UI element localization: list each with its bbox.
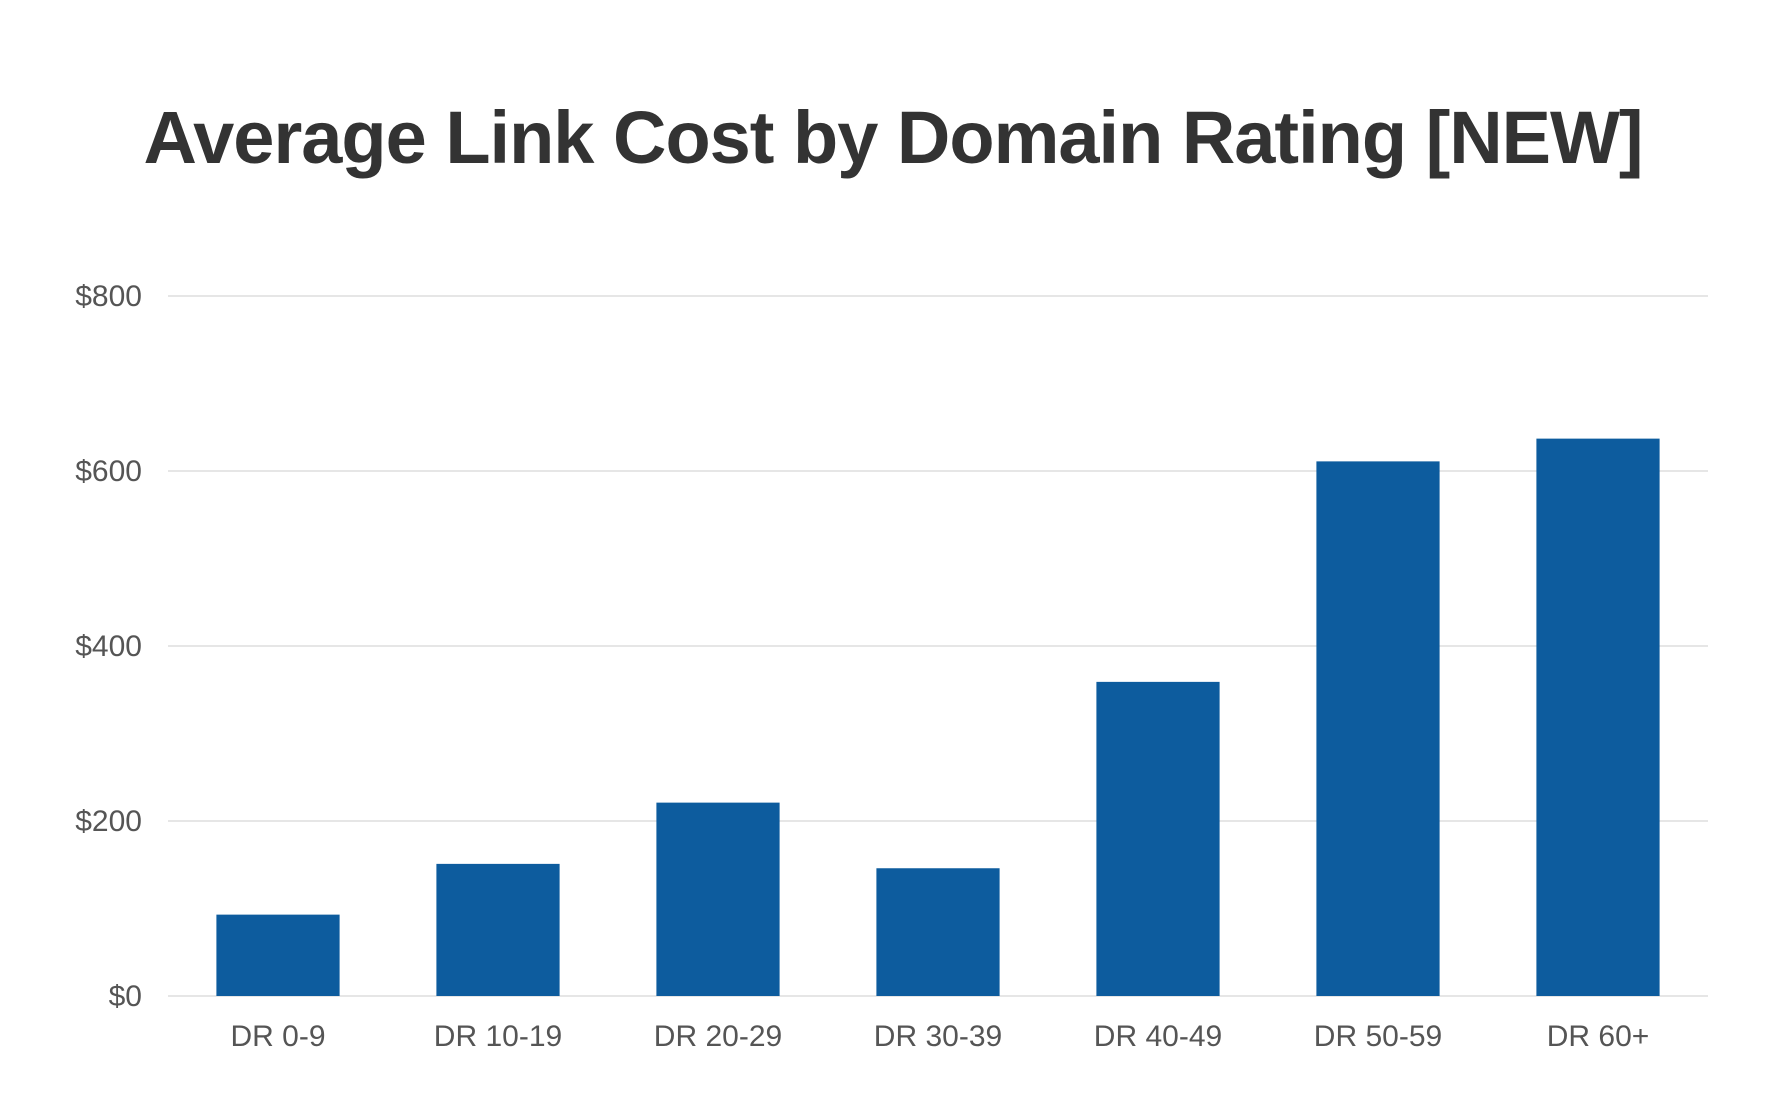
x-tick-label: DR 50-59: [1314, 1020, 1442, 1053]
y-tick-label: $200: [75, 805, 142, 838]
y-tick-label: $400: [75, 630, 142, 663]
x-tick-label: DR 40-49: [1094, 1020, 1222, 1053]
x-tick-label: DR 60+: [1547, 1020, 1650, 1053]
gridlines: [168, 295, 1708, 997]
bar: [216, 914, 340, 996]
y-axis-ticks: $0 $200 $400 $600 $800: [75, 280, 142, 1013]
bar: [876, 868, 1000, 996]
bar: [1096, 681, 1220, 996]
x-tick-label: DR 20-29: [654, 1020, 782, 1053]
bars: [216, 438, 1660, 996]
y-tick-label: $0: [109, 980, 142, 1013]
bar: [1536, 438, 1660, 996]
x-axis-ticks: DR 0-9 DR 10-19 DR 20-29 DR 30-39 DR 40-49 DR…: [230, 1020, 1649, 1053]
chart-title: Average Link Cost by Domain Rating [NEW]: [143, 96, 1643, 179]
bar: [436, 863, 560, 996]
y-tick-label: $800: [75, 280, 142, 313]
x-tick-label: DR 0-9: [230, 1020, 325, 1053]
bar: [656, 802, 780, 996]
y-tick-label: $600: [75, 455, 142, 488]
bar: [1316, 461, 1440, 996]
x-tick-label: DR 30-39: [874, 1020, 1002, 1053]
x-tick-label: DR 10-19: [434, 1020, 562, 1053]
